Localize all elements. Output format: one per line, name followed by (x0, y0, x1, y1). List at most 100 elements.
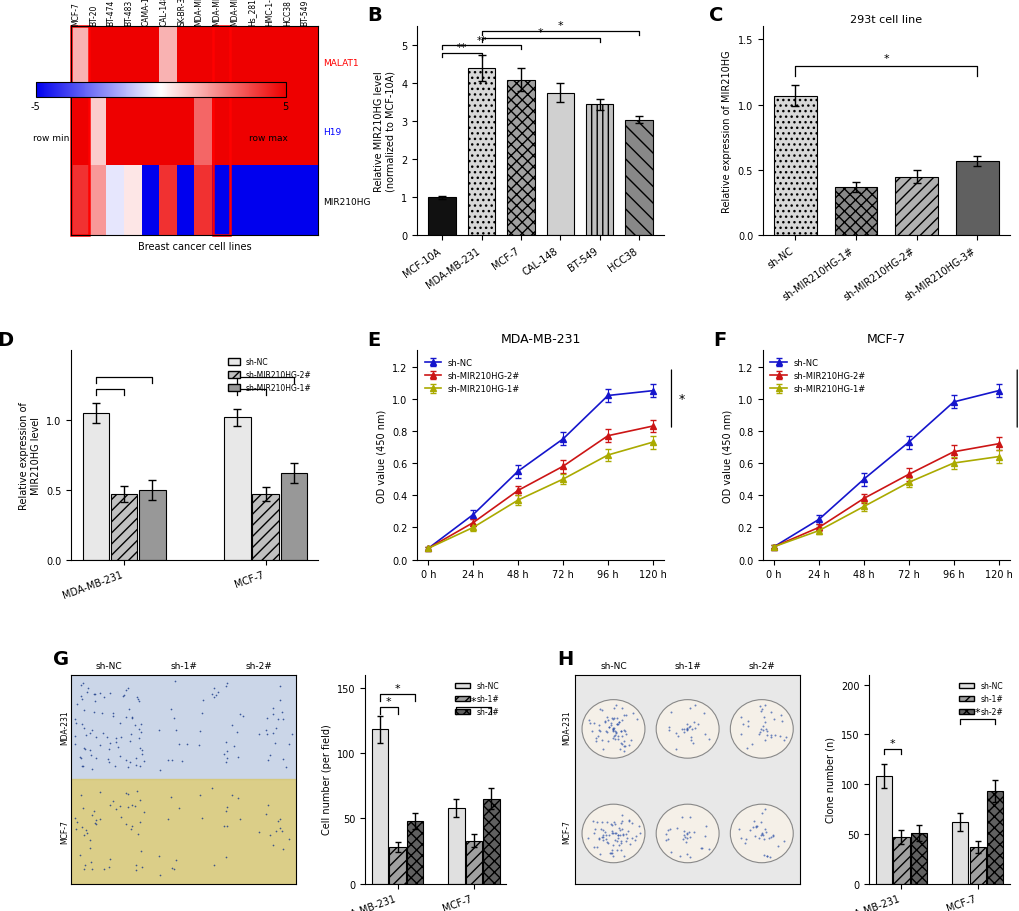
Point (75, 742, 92, 756)
Text: C: C (708, 6, 722, 26)
Point (613, 814, 630, 828)
Point (765, 711, 782, 726)
Point (269, 711, 285, 726)
Point (599, 835, 615, 850)
Point (596, 825, 612, 840)
Point (751, 725, 767, 740)
Point (119, 800, 136, 814)
Bar (893, 837, 909, 884)
Point (588, 840, 604, 855)
Text: *: * (537, 28, 543, 38)
Point (772, 708, 789, 722)
Point (159, 752, 175, 767)
Point (105, 709, 121, 723)
Point (659, 823, 676, 837)
Point (593, 830, 609, 844)
Point (280, 832, 297, 846)
Circle shape (730, 700, 793, 758)
Bar (986, 791, 1003, 884)
Point (590, 831, 606, 845)
Point (758, 728, 774, 742)
Point (604, 721, 621, 735)
Legend: sh-NC, sh-MIR210HG-2#, sh-MIR210HG-1#: sh-NC, sh-MIR210HG-2#, sh-MIR210HG-1# (225, 355, 314, 395)
Point (86, 705, 102, 720)
Point (82, 833, 98, 847)
Text: *: * (471, 696, 476, 706)
Bar (407, 821, 423, 884)
Point (680, 721, 696, 735)
Point (675, 832, 691, 846)
Point (267, 736, 283, 751)
Point (681, 701, 697, 715)
Point (275, 752, 291, 766)
Point (96, 691, 112, 705)
Point (615, 739, 632, 753)
Point (117, 682, 133, 697)
Point (86, 804, 102, 819)
Point (604, 722, 621, 737)
Point (685, 825, 701, 840)
Point (113, 810, 129, 824)
Text: sh-1#: sh-1# (170, 661, 197, 670)
Text: G: G (53, 650, 69, 669)
Point (588, 731, 604, 745)
Point (599, 713, 615, 728)
Point (218, 679, 234, 693)
Text: F: F (712, 330, 726, 349)
Point (123, 710, 140, 724)
Y-axis label: Relative expression of
MIR210HG level: Relative expression of MIR210HG level (19, 402, 41, 509)
Point (72, 847, 89, 862)
Circle shape (655, 804, 718, 863)
Point (593, 703, 609, 718)
Circle shape (582, 700, 644, 758)
Point (68, 815, 85, 830)
Point (68, 716, 85, 731)
Point (131, 814, 148, 829)
Point (77, 858, 94, 873)
Point (620, 814, 636, 828)
Point (601, 845, 618, 860)
Point (755, 848, 771, 863)
Point (84, 862, 100, 876)
Point (630, 818, 646, 833)
Point (613, 729, 630, 743)
Point (609, 828, 626, 843)
Point (78, 728, 95, 742)
Point (667, 742, 684, 756)
Point (166, 862, 182, 876)
Point (120, 760, 137, 774)
Point (74, 676, 91, 691)
Y-axis label: Clone number (n): Clone number (n) (824, 736, 835, 823)
Point (258, 722, 274, 737)
Text: sh-2#: sh-2# (245, 661, 272, 670)
Point (598, 725, 614, 740)
Point (74, 819, 91, 834)
Point (280, 736, 297, 751)
Point (657, 833, 674, 847)
Point (602, 816, 619, 831)
Point (741, 824, 757, 838)
Point (604, 724, 621, 739)
Point (268, 824, 284, 838)
Point (260, 752, 276, 767)
Point (750, 831, 766, 845)
Point (594, 823, 610, 837)
Text: **: ** (476, 36, 486, 46)
Bar (951, 822, 968, 884)
Point (131, 742, 148, 756)
Point (629, 711, 645, 726)
Point (82, 742, 98, 757)
Point (118, 817, 135, 832)
Point (585, 840, 601, 855)
Point (215, 819, 231, 834)
Point (733, 831, 749, 845)
Point (623, 732, 639, 747)
Text: *: * (889, 739, 895, 749)
Point (679, 847, 695, 862)
Point (616, 724, 633, 739)
Point (748, 819, 764, 834)
Point (605, 721, 622, 735)
Point (116, 688, 132, 702)
Point (101, 860, 117, 875)
Point (772, 714, 789, 729)
